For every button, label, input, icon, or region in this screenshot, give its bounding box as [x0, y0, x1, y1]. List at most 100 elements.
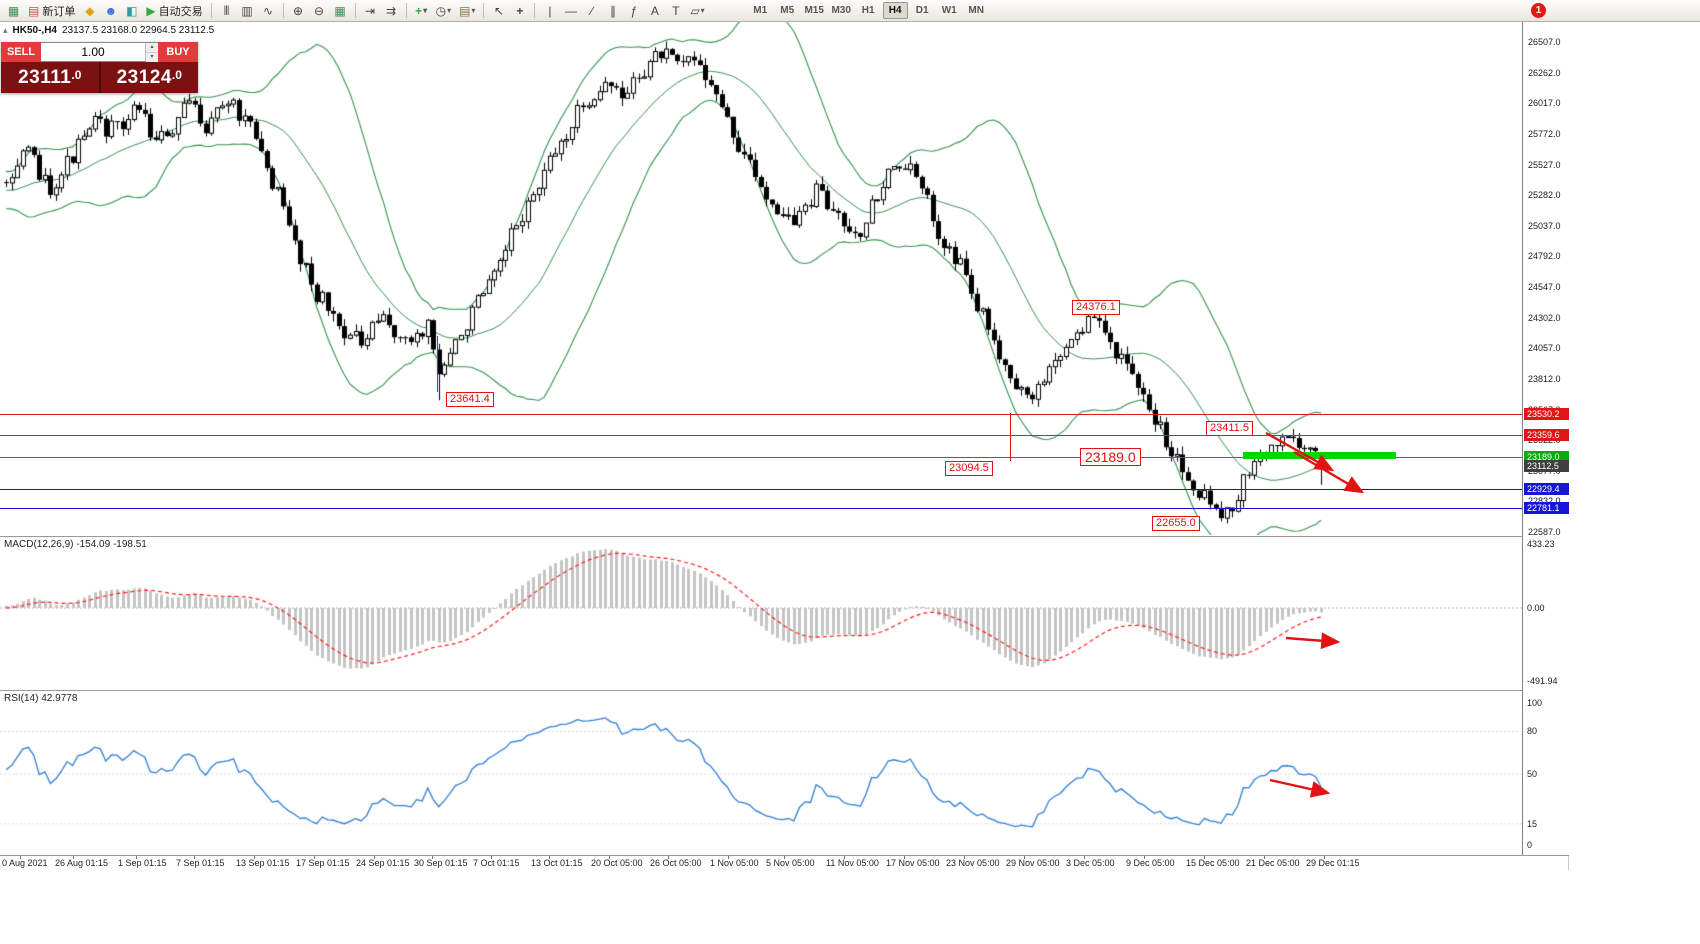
highlighted-level-segment[interactable]	[1243, 452, 1396, 459]
time-axis-label: 9 Dec 05:00	[1126, 858, 1175, 868]
timeframe-group: M1 M5 M15 M30 H1 H4 D1 W1 MN	[747, 2, 990, 19]
price-annotation-label[interactable]: 23094.5	[945, 461, 993, 476]
data-window-icon[interactable]: ◧	[122, 2, 141, 20]
time-axis-label: 11 Nov 05:00	[826, 858, 879, 868]
new-order-icon: ▤	[28, 3, 40, 18]
auto-scroll-icon[interactable]: ⇉	[382, 2, 401, 20]
timeframe-mn[interactable]: MN	[964, 2, 989, 19]
line-chart-icon[interactable]: ∿	[259, 2, 278, 20]
price-scale-label: 25282.0	[1528, 190, 1561, 200]
time-axis-tick	[73, 855, 74, 859]
autotrading-button[interactable]: ▶ 自动交易	[143, 2, 205, 20]
market-watch-icon[interactable]: ☻	[101, 2, 120, 20]
time-axis-tick	[20, 855, 21, 859]
fibonacci-icon[interactable]: ƒ	[624, 2, 643, 20]
rsi-panel-canvas[interactable]	[0, 691, 1522, 854]
price-tag: 22781.1	[1524, 502, 1569, 514]
price-level-line[interactable]	[0, 457, 1522, 458]
time-axis-label: 17 Nov 05:00	[886, 858, 940, 868]
timeframe-m15[interactable]: M15	[802, 2, 827, 19]
buy-price-button[interactable]: 23124 .0	[100, 62, 198, 93]
price-level-line[interactable]	[0, 414, 1522, 415]
price-tag: 22929.4	[1524, 483, 1569, 495]
time-axis-tick	[964, 855, 965, 859]
time-axis-label: 26 Oct 05:00	[650, 858, 702, 868]
new-order-button[interactable]: ▤ 新订单	[25, 2, 78, 20]
timeframe-m30[interactable]: M30	[829, 2, 854, 19]
time-axis-label: 13 Oct 01:15	[531, 858, 583, 868]
time-axis-divider	[0, 855, 1569, 856]
notification-badge[interactable]: 1	[1531, 3, 1546, 18]
time-axis-label: 1 Nov 05:00	[710, 858, 759, 868]
volume-input[interactable]	[41, 43, 145, 61]
time-axis-tick	[668, 855, 669, 859]
zoom-out-icon[interactable]: ⊖	[310, 2, 329, 20]
crosshair-icon[interactable]: +	[510, 2, 529, 20]
one-click-toggle[interactable]: ▴	[3, 25, 8, 35]
macd-panel-divider[interactable]	[0, 536, 1569, 537]
candlestick-chart-icon[interactable]: ▥	[238, 2, 257, 20]
time-axis-tick	[1264, 855, 1265, 859]
toolbar: ▦ ▤ 新订单 ◆ ☻ ◧ ▶ 自动交易 ||| ▥ ∿ ⊕ ⊖ ▦ ⇥ ⇉ + ▾ ◷ ▾ ▤ ▾ ↖ + | — ∕ ∥ ƒ A T ▱ ▾…	[0, 0, 1700, 22]
sell-price-main: 23111	[18, 66, 72, 88]
price-tag: 23530.2	[1524, 408, 1569, 420]
price-annotation-label[interactable]: 24376.1	[1072, 300, 1120, 315]
toolbar-separator	[405, 3, 407, 18]
timeframe-d1[interactable]: D1	[910, 2, 935, 19]
timeframe-h4[interactable]: H4	[882, 2, 908, 19]
time-axis-label: 23 Nov 05:00	[946, 858, 1000, 868]
timeframe-m5[interactable]: M5	[775, 2, 800, 19]
annotation-anchor-line	[437, 336, 438, 392]
text-icon[interactable]: A	[645, 2, 664, 20]
time-axis-label: 0 Aug 2021	[2, 858, 48, 868]
vertical-line-icon[interactable]: |	[540, 2, 559, 20]
symbol-period-label: HK50-,H4	[12, 25, 57, 36]
timeframe-w1[interactable]: W1	[937, 2, 962, 19]
price-annotation-label[interactable]: 23411.5	[1206, 421, 1253, 436]
buy-button[interactable]: BUY	[158, 42, 198, 62]
time-axis-label: 7 Oct 01:15	[473, 858, 520, 868]
price-scale-label: 24302.0	[1528, 313, 1561, 323]
time-axis-label: 13 Sep 01:15	[236, 858, 290, 868]
trendline-icon[interactable]: ∕	[582, 2, 601, 20]
tile-windows-icon[interactable]: ▦	[331, 2, 350, 20]
text-label-icon[interactable]: T	[666, 2, 685, 20]
horizontal-line-icon[interactable]: —	[561, 2, 580, 20]
time-axis-tick	[1024, 855, 1025, 859]
time-axis-tick	[432, 855, 433, 859]
channel-icon[interactable]: ∥	[603, 2, 622, 20]
rsi-scale-label: 80	[1527, 726, 1538, 736]
chart-shift-icon[interactable]: ⇥	[361, 2, 380, 20]
periods-menu-icon[interactable]: ◷ ▾	[433, 2, 455, 20]
time-axis-tick	[314, 855, 315, 859]
cursor-icon[interactable]: ↖	[489, 2, 508, 20]
volume-up-button[interactable]: ▴	[146, 43, 158, 53]
price-tag: 23359.6	[1524, 429, 1569, 441]
sell-button[interactable]: SELL	[1, 42, 41, 62]
macd-indicator-label: MACD(12,26,9) -154.09 -198.51	[4, 539, 147, 550]
sell-price-button[interactable]: 23111 .0	[1, 62, 99, 93]
new-chart-icon[interactable]: ▦	[4, 2, 23, 20]
macd-panel-canvas[interactable]	[0, 537, 1522, 689]
macd-scale-label: 0.00	[1527, 603, 1545, 613]
price-level-line[interactable]	[0, 435, 1522, 436]
price-annotation-label[interactable]: 23641.4	[446, 392, 494, 407]
price-annotation-label[interactable]: 23189.0	[1080, 448, 1141, 466]
price-annotation-label[interactable]: 22655.0	[1152, 516, 1200, 531]
templates-menu-icon[interactable]: ▤ ▾	[456, 2, 478, 20]
zoom-in-icon[interactable]: ⊕	[289, 2, 308, 20]
buy-price-main: 23124	[116, 66, 172, 88]
price-level-line[interactable]	[0, 508, 1522, 509]
bar-chart-icon[interactable]: |||	[217, 2, 236, 20]
toolbar-separator	[354, 3, 356, 18]
timeframe-m1[interactable]: M1	[748, 2, 773, 19]
rsi-panel-divider[interactable]	[0, 690, 1569, 691]
indicators-menu-icon[interactable]: + ▾	[412, 2, 431, 20]
shapes-icon[interactable]: ▱ ▾	[687, 2, 707, 20]
timeframe-h1[interactable]: H1	[856, 2, 881, 19]
price-scale-label: 23812.0	[1528, 374, 1561, 384]
time-axis-tick	[904, 855, 905, 859]
price-level-line[interactable]	[0, 489, 1522, 490]
mql5-community-icon[interactable]: ◆	[80, 2, 99, 20]
